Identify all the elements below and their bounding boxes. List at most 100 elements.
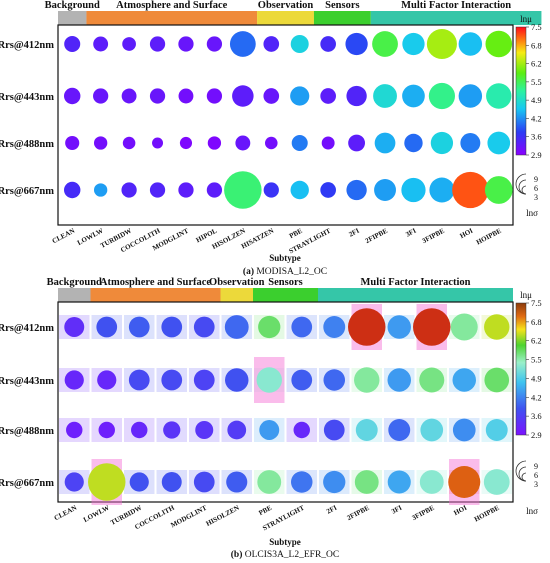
data-point — [93, 183, 108, 197]
data-point — [291, 316, 313, 338]
data-point — [355, 419, 378, 441]
colorbar-tick-label: 7.5 — [531, 22, 542, 32]
data-point — [122, 37, 136, 51]
category-bar — [58, 11, 87, 25]
data-point — [64, 472, 84, 492]
data-point — [291, 369, 313, 391]
category-label: Multi Factor Interaction — [401, 0, 511, 11]
data-point — [178, 88, 194, 104]
data-point — [149, 182, 166, 198]
x-axis-title: Subtype — [269, 253, 301, 263]
panel-caption: (b) OLCIS3A_L2_EFR_OC — [231, 549, 339, 560]
data-point — [257, 470, 282, 494]
data-point — [93, 36, 109, 52]
data-point — [323, 470, 346, 494]
data-point — [484, 367, 510, 393]
x-tick-label: HOI — [458, 227, 474, 241]
data-point — [346, 179, 367, 201]
data-point — [66, 421, 83, 439]
data-point — [178, 36, 194, 52]
data-point — [426, 28, 457, 60]
data-point — [224, 315, 249, 339]
data-point — [452, 368, 476, 392]
data-point — [64, 370, 84, 390]
data-point — [225, 368, 249, 392]
category-bar — [90, 288, 221, 302]
data-point — [263, 88, 280, 104]
data-point — [483, 469, 510, 495]
colorbar — [515, 26, 527, 156]
data-point — [448, 465, 481, 499]
colorbar-tick-label: 4.9 — [531, 373, 542, 383]
data-point — [419, 367, 445, 393]
data-point — [458, 84, 483, 108]
data-point — [485, 30, 513, 58]
size-legend-title: lnσ — [526, 208, 538, 218]
data-point — [290, 471, 313, 493]
y-tick-label: Rrs@488nm — [0, 426, 54, 437]
x-tick-label: HOIPBE — [475, 227, 503, 247]
data-point — [259, 420, 280, 440]
colorbar-tick-label: 5.5 — [531, 77, 542, 87]
x-tick-label: 2FIPBE — [364, 227, 389, 246]
data-point — [206, 182, 223, 198]
data-point — [388, 419, 411, 441]
data-point — [224, 171, 262, 209]
data-point — [161, 316, 183, 338]
category-label: Observation — [209, 277, 265, 288]
data-point — [346, 85, 367, 107]
x-tick-label: CLEAN — [53, 504, 78, 523]
data-point — [374, 132, 396, 154]
data-point — [179, 136, 193, 150]
data-point — [163, 421, 181, 439]
category-label: Background — [47, 277, 102, 288]
category-bar — [370, 11, 542, 25]
data-point — [232, 85, 254, 107]
colorbar-tick-label: 5.5 — [531, 355, 542, 365]
data-point — [458, 32, 483, 56]
size-legend: 9 6 3 lnσ — [515, 173, 538, 218]
data-point — [265, 136, 278, 150]
data-point — [64, 317, 85, 337]
colorbar-tick-label: 2.9 — [531, 430, 542, 440]
data-point — [96, 316, 118, 338]
x-tick-label: CLEAN — [51, 227, 76, 246]
x-tick-label: HOI — [452, 504, 468, 518]
data-point — [487, 131, 511, 155]
data-point — [178, 182, 194, 198]
x-tick-label: 3FI — [390, 504, 403, 516]
x-tick-label: 2FI — [325, 504, 338, 516]
y-tick-label: Rrs@667nm — [0, 478, 54, 489]
plot-frame — [57, 301, 514, 503]
data-point — [227, 420, 247, 440]
data-point — [320, 88, 336, 104]
x-tick-label: PBE — [257, 504, 273, 518]
data-point — [121, 182, 137, 198]
category-label: Observation — [258, 0, 314, 11]
data-point — [263, 36, 280, 52]
data-point — [484, 314, 510, 340]
data-point — [122, 136, 136, 150]
data-point — [93, 88, 109, 104]
data-point — [387, 470, 411, 494]
data-point — [63, 181, 81, 199]
data-point — [152, 137, 164, 149]
x-tick-label: HOIPBE — [473, 504, 501, 524]
x-axis-title: Subtype — [269, 537, 301, 547]
x-tick-label: MODGLINT — [169, 504, 208, 530]
data-point — [354, 367, 380, 393]
data-point — [354, 470, 379, 494]
colorbar-tick-label: 6.8 — [531, 317, 542, 327]
data-point — [420, 418, 444, 442]
data-point — [128, 369, 150, 391]
data-point — [452, 171, 489, 209]
data-point — [413, 308, 451, 346]
data-point — [235, 135, 251, 151]
data-point — [374, 179, 396, 201]
y-tick-label: Rrs@443nm — [0, 376, 54, 387]
data-point — [345, 32, 368, 56]
data-point — [290, 180, 309, 200]
data-point — [402, 32, 425, 56]
data-point — [161, 472, 182, 492]
